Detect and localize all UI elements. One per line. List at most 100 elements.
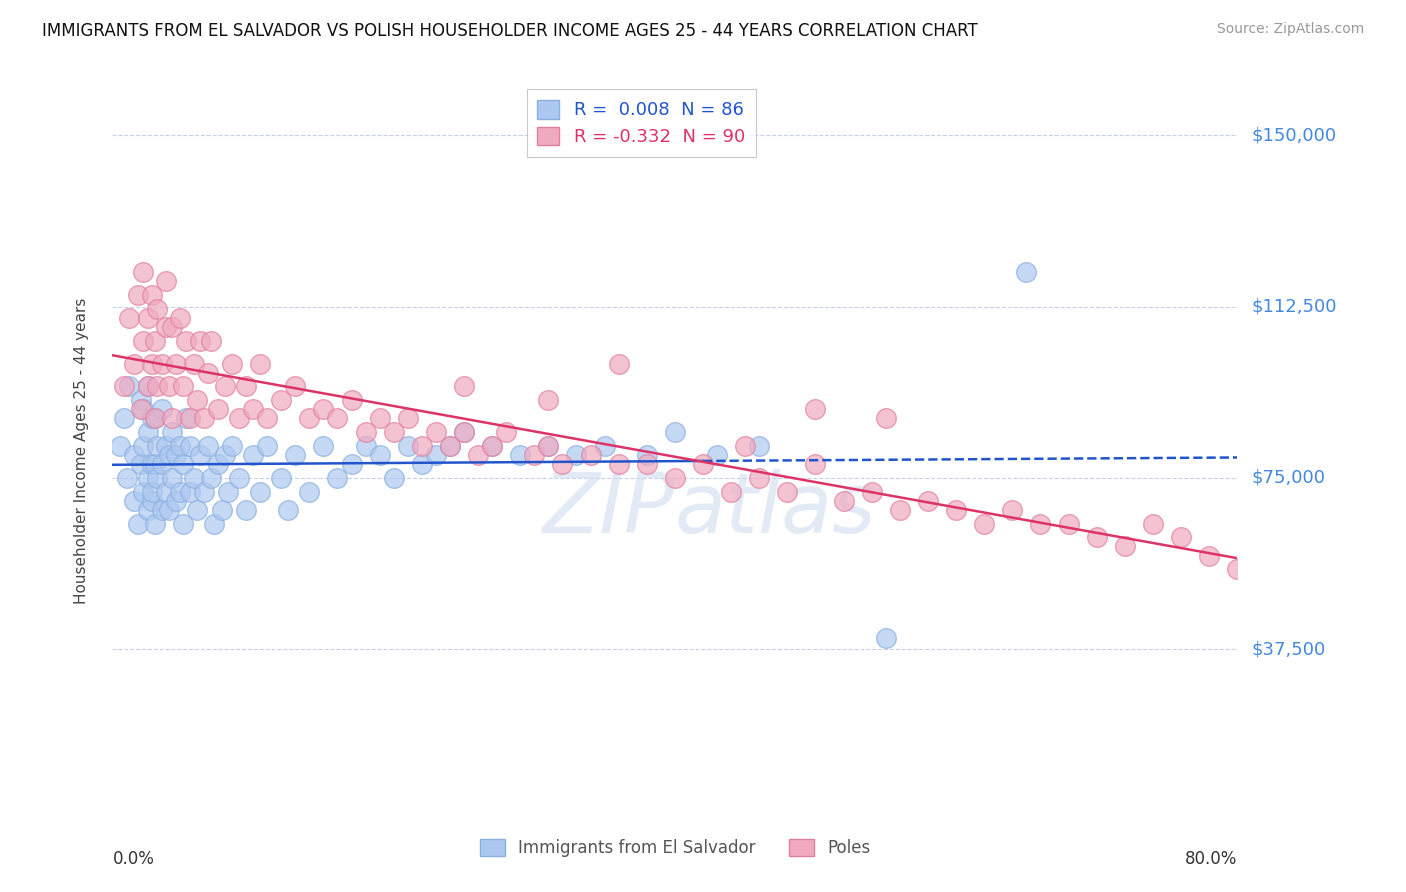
Point (860, 484, 883, 499)
Text: atlas: atlas (675, 469, 876, 550)
Point (340, 457, 363, 471)
Text: $112,500: $112,500 (1251, 298, 1337, 316)
Point (1226, 562, 1249, 576)
Point (396, 411, 419, 425)
Point (382, 425, 405, 440)
Point (453, 379, 475, 393)
Point (734, 439, 756, 453)
Point (664, 425, 686, 440)
Point (242, 402, 264, 417)
Point (973, 516, 995, 531)
Point (157, 379, 180, 393)
Point (551, 457, 574, 471)
Point (160, 471, 183, 485)
Text: ZIP: ZIP (543, 469, 675, 550)
Point (132, 439, 155, 453)
Point (326, 411, 349, 425)
Point (160, 320, 183, 334)
Point (706, 448, 728, 462)
Point (118, 310, 141, 325)
Point (155, 320, 177, 334)
Point (188, 334, 211, 348)
Point (150, 402, 173, 417)
Point (193, 484, 215, 499)
Point (115, 471, 138, 485)
Point (172, 516, 194, 531)
Point (453, 425, 475, 440)
Point (127, 516, 149, 531)
Y-axis label: Householder Income Ages 25 - 44 years: Householder Income Ages 25 - 44 years (75, 297, 89, 604)
Point (143, 457, 166, 471)
Point (1029, 516, 1052, 531)
Point (565, 448, 588, 462)
Point (129, 402, 152, 417)
Point (174, 411, 197, 425)
Text: $37,500: $37,500 (1251, 640, 1326, 658)
Point (277, 503, 299, 517)
Point (207, 402, 229, 417)
Point (179, 484, 201, 499)
Point (368, 448, 391, 462)
Point (214, 379, 236, 393)
Text: IMMIGRANTS FROM EL SALVADOR VS POLISH HOUSEHOLDER INCOME AGES 25 - 44 YEARS CORR: IMMIGRANTS FROM EL SALVADOR VS POLISH HO… (42, 22, 979, 40)
Point (256, 439, 278, 453)
Point (141, 484, 163, 499)
Point (720, 484, 742, 499)
Point (129, 393, 152, 408)
Point (155, 439, 177, 453)
Point (118, 379, 141, 393)
Point (235, 503, 257, 517)
Point (804, 457, 827, 471)
Legend: Immigrants from El Salvador, Poles: Immigrants from El Salvador, Poles (472, 832, 877, 864)
Point (593, 439, 616, 453)
Point (200, 334, 222, 348)
Point (537, 439, 560, 453)
Point (425, 425, 447, 440)
Point (136, 471, 159, 485)
Point (636, 457, 658, 471)
Point (200, 471, 222, 485)
Point (354, 439, 377, 453)
Point (1198, 549, 1220, 563)
Text: Source: ZipAtlas.com: Source: ZipAtlas.com (1216, 22, 1364, 37)
Point (136, 379, 159, 393)
Point (636, 448, 658, 462)
Point (169, 310, 191, 325)
Point (228, 411, 250, 425)
Point (141, 411, 163, 425)
Point (165, 357, 187, 371)
Text: 0.0%: 0.0% (112, 850, 155, 868)
Point (396, 439, 419, 453)
Point (186, 503, 208, 517)
Point (129, 457, 152, 471)
Point (607, 457, 630, 471)
Point (183, 357, 205, 371)
Point (509, 448, 531, 462)
Point (256, 411, 278, 425)
Point (183, 471, 205, 485)
Point (832, 493, 855, 508)
Point (439, 439, 461, 453)
Point (112, 411, 135, 425)
Point (607, 357, 630, 371)
Point (467, 448, 489, 462)
Point (284, 448, 307, 462)
Point (298, 484, 321, 499)
Point (160, 411, 183, 425)
Point (193, 411, 215, 425)
Point (340, 393, 363, 408)
Point (179, 439, 201, 453)
Point (207, 457, 229, 471)
Point (155, 274, 177, 288)
Point (221, 439, 243, 453)
Point (495, 425, 517, 440)
Point (146, 301, 169, 316)
Point (169, 484, 191, 499)
Point (439, 439, 461, 453)
Point (889, 503, 911, 517)
Point (197, 366, 219, 380)
Point (242, 448, 264, 462)
Point (537, 393, 560, 408)
Point (132, 265, 155, 279)
Point (202, 516, 225, 531)
